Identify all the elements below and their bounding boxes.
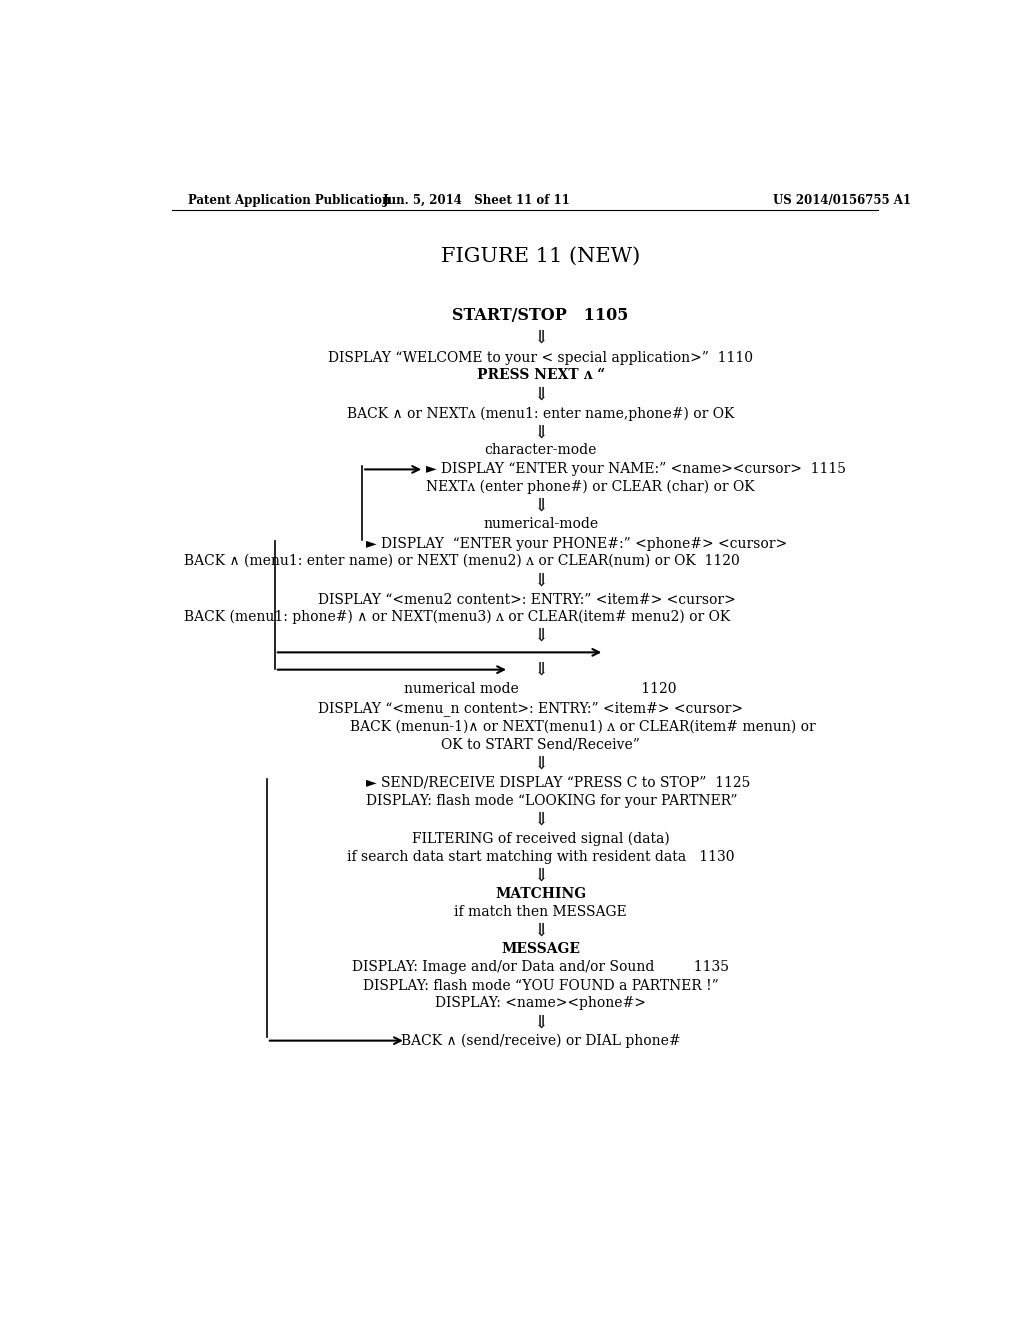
Text: OK to START Send/Receive”: OK to START Send/Receive”	[441, 738, 640, 752]
Text: ► SEND/RECEIVE DISPLAY “PRESS C to STOP”  1125: ► SEND/RECEIVE DISPLAY “PRESS C to STOP”…	[367, 775, 751, 789]
Text: BACK (menu1: phone#) ∧ or NEXT(menu3) ʌ or CLEAR(item# menu2) or OK: BACK (menu1: phone#) ∧ or NEXT(menu3) ʌ …	[183, 610, 730, 624]
Text: FILTERING of received signal (data): FILTERING of received signal (data)	[412, 832, 670, 846]
Text: character-mode: character-mode	[484, 444, 597, 457]
Text: ⇓: ⇓	[534, 810, 548, 829]
Text: BACK ∧ or NEXTʌ (menu1: enter name,phone#) or OK: BACK ∧ or NEXTʌ (menu1: enter name,phone…	[347, 407, 734, 421]
Text: DISPLAY: flash mode “YOU FOUND a PARTNER !”: DISPLAY: flash mode “YOU FOUND a PARTNER…	[362, 978, 719, 993]
Text: ► DISPLAY  “ENTER your PHONE#:” <phone#> <cursor>: ► DISPLAY “ENTER your PHONE#:” <phone#> …	[367, 537, 787, 550]
Text: Patent Application Publication: Patent Application Publication	[187, 194, 390, 206]
Text: US 2014/0156755 A1: US 2014/0156755 A1	[773, 194, 911, 206]
Text: ⇓: ⇓	[534, 754, 548, 772]
Text: ⇓: ⇓	[534, 921, 548, 940]
Text: if match then MESSAGE: if match then MESSAGE	[455, 904, 627, 919]
Text: ⇓: ⇓	[534, 867, 548, 884]
Text: DISPLAY: flash mode “LOOKING for your PARTNER”: DISPLAY: flash mode “LOOKING for your PA…	[367, 793, 737, 808]
Text: DISPLAY: <name><phone#>: DISPLAY: <name><phone#>	[435, 997, 646, 1010]
Text: ⇓: ⇓	[534, 627, 548, 645]
Text: BACK ∧ (send/receive) or DIAL phone#: BACK ∧ (send/receive) or DIAL phone#	[400, 1034, 681, 1048]
Text: MESSAGE: MESSAGE	[501, 942, 581, 956]
Text: Jun. 5, 2014   Sheet 11 of 11: Jun. 5, 2014 Sheet 11 of 11	[383, 194, 571, 206]
Text: ► DISPLAY “ENTER your NAME:” <name><cursor>  1115: ► DISPLAY “ENTER your NAME:” <name><curs…	[426, 462, 846, 477]
Text: ⇓: ⇓	[534, 329, 548, 346]
Text: BACK ∧ (menu1: enter name) or NEXT (menu2) ʌ or CLEAR(num) or OK  1120: BACK ∧ (menu1: enter name) or NEXT (menu…	[183, 554, 739, 568]
Text: PRESS NEXT ʌ “: PRESS NEXT ʌ “	[476, 368, 605, 381]
Text: numerical-mode: numerical-mode	[483, 517, 598, 532]
Text: ⇓: ⇓	[534, 385, 548, 403]
Text: ⇓: ⇓	[534, 424, 548, 442]
Text: ⇓: ⇓	[534, 1014, 548, 1031]
Text: NEXTʌ (enter phone#) or CLEAR (char) or OK: NEXTʌ (enter phone#) or CLEAR (char) or …	[426, 479, 755, 494]
Text: DISPLAY “<menu_n content>: ENTRY:” <item#> <cursor>: DISPLAY “<menu_n content>: ENTRY:” <item…	[318, 701, 743, 715]
Text: DISPLAY “WELCOME to your < special application>”  1110: DISPLAY “WELCOME to your < special appli…	[328, 351, 754, 364]
Text: FIGURE 11 (NEW): FIGURE 11 (NEW)	[441, 247, 640, 265]
Text: ⇓: ⇓	[534, 572, 548, 589]
Text: ⇓: ⇓	[534, 498, 548, 515]
Text: if search data start matching with resident data   1130: if search data start matching with resid…	[347, 850, 734, 863]
Text: MATCHING: MATCHING	[496, 887, 586, 902]
Text: START/STOP   1105: START/STOP 1105	[453, 308, 629, 325]
Text: BACK (menun-1)∧ or NEXT(menu1) ʌ or CLEAR(item# menun) or: BACK (menun-1)∧ or NEXT(menu1) ʌ or CLEA…	[350, 719, 816, 734]
Text: numerical mode                            1120: numerical mode 1120	[404, 682, 677, 696]
Text: DISPLAY: Image and/or Data and/or Sound         1135: DISPLAY: Image and/or Data and/or Sound …	[352, 961, 729, 974]
Text: DISPLAY “<menu2 content>: ENTRY:” <item#> <cursor>: DISPLAY “<menu2 content>: ENTRY:” <item#…	[318, 593, 736, 606]
Text: ⇓: ⇓	[534, 660, 548, 678]
